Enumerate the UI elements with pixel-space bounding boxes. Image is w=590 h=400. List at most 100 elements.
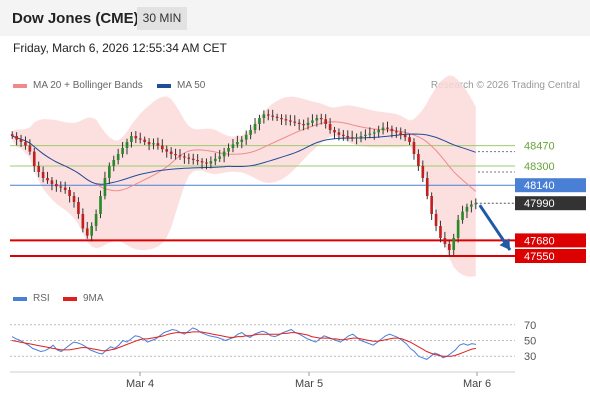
candle-body [200,161,204,163]
price-panel: 48470 48300 48140 47990 47680 47550 [10,75,586,277]
candle-body [346,136,350,138]
candle-body [253,124,257,130]
level-box-47680 [515,233,586,248]
candle-body [116,154,120,160]
forecast-arrow-head [499,238,510,250]
ma50-swatch [157,83,171,88]
candle-body [37,166,41,172]
candle-body [183,156,186,158]
candle-body [213,158,217,162]
candle-body [209,161,213,164]
candle-body [81,214,85,229]
candle-body [342,134,345,136]
timeframe-badge[interactable]: 30 MIN [137,7,187,30]
level-box-48140 [515,178,586,193]
candle-body [156,143,160,146]
candle-body [266,114,270,116]
candle-body [138,138,142,140]
candle-body [152,143,155,145]
candle-body [15,136,18,140]
candle-body [85,228,89,236]
candle-body [169,151,173,154]
candle-body [68,190,71,196]
candle-body [94,214,98,226]
legend-ma50-label: MA 50 [177,80,206,91]
candle-body [262,114,266,118]
time-axis: Mar 4 Mar 5 Mar 6 [10,371,515,390]
candle-body [443,238,447,244]
candle-body [205,162,208,164]
candle-body [19,139,23,142]
candle-body [121,148,124,154]
level-box-47550 [515,249,586,263]
candle-body [99,196,102,214]
candle-body [359,136,363,138]
candle-body [90,226,94,236]
rsi-tick-30: 30 [524,351,536,363]
level-label-47550: 47550 [524,251,555,263]
ma9-swatch [63,296,77,301]
candle-body [408,137,411,142]
candle-body [394,131,398,133]
candle-body [293,121,297,123]
x-tick-label: Mar 6 [463,378,491,390]
candle-body [50,180,54,184]
header-bar: Dow Jones (CME) 30 MIN [0,0,590,36]
candle-body [227,148,230,152]
x-tick-label: Mar 4 [126,378,154,390]
candle-body [178,155,182,157]
candle-body [350,137,354,139]
candle-body [399,132,403,135]
bollinger-band-area [12,75,476,277]
candle-body [130,136,133,142]
level-box-47990 [515,196,586,211]
rsi-line-rsi [11,327,476,360]
candle-body [412,142,416,154]
candle-body [271,115,275,117]
candle-body [403,134,407,138]
candle-body [452,238,456,250]
credit-text: Research © 2026 Trading Central [430,80,580,91]
candle-body [280,118,283,120]
candle-body [275,116,279,118]
candle-body [46,178,49,181]
legend-9ma: 9MA [63,293,104,304]
candle-body [222,151,226,157]
candle-body [289,120,292,122]
candle-body [364,134,367,136]
rsi-tick-50: 50 [524,336,536,348]
candle-body [284,119,288,121]
x-tick-label: Mar 5 [295,378,323,390]
candle-body [333,130,336,133]
candle-body [125,142,129,148]
candle-body [32,151,36,166]
candle-body [417,154,420,166]
candle-body [368,133,372,135]
level-label-48470: 48470 [524,141,555,153]
candle-body [77,202,80,214]
candle-body [147,142,151,145]
legend-ma50: MA 50 [157,80,205,91]
legend-rsi-label: RSI [33,293,50,304]
candle-body [377,130,380,133]
candle-body [249,130,252,135]
candle-body [311,120,314,123]
level-label-48300: 48300 [524,161,555,173]
candle-body [372,132,376,134]
candle-body [386,127,389,129]
candle-body [28,145,32,152]
candle-body [218,156,222,159]
candle-body [306,122,310,126]
candle-body [474,203,478,205]
candle-body [297,122,301,124]
candle-body [174,154,177,156]
candle-body [160,145,164,150]
legend-ma20-label: MA 20 + Bollinger Bands [33,80,143,91]
candle-body [63,187,67,190]
candle-body [10,134,14,136]
candle-body [41,172,45,178]
candle-body [355,137,358,139]
candle-body [103,178,107,196]
candle-body [439,226,442,238]
